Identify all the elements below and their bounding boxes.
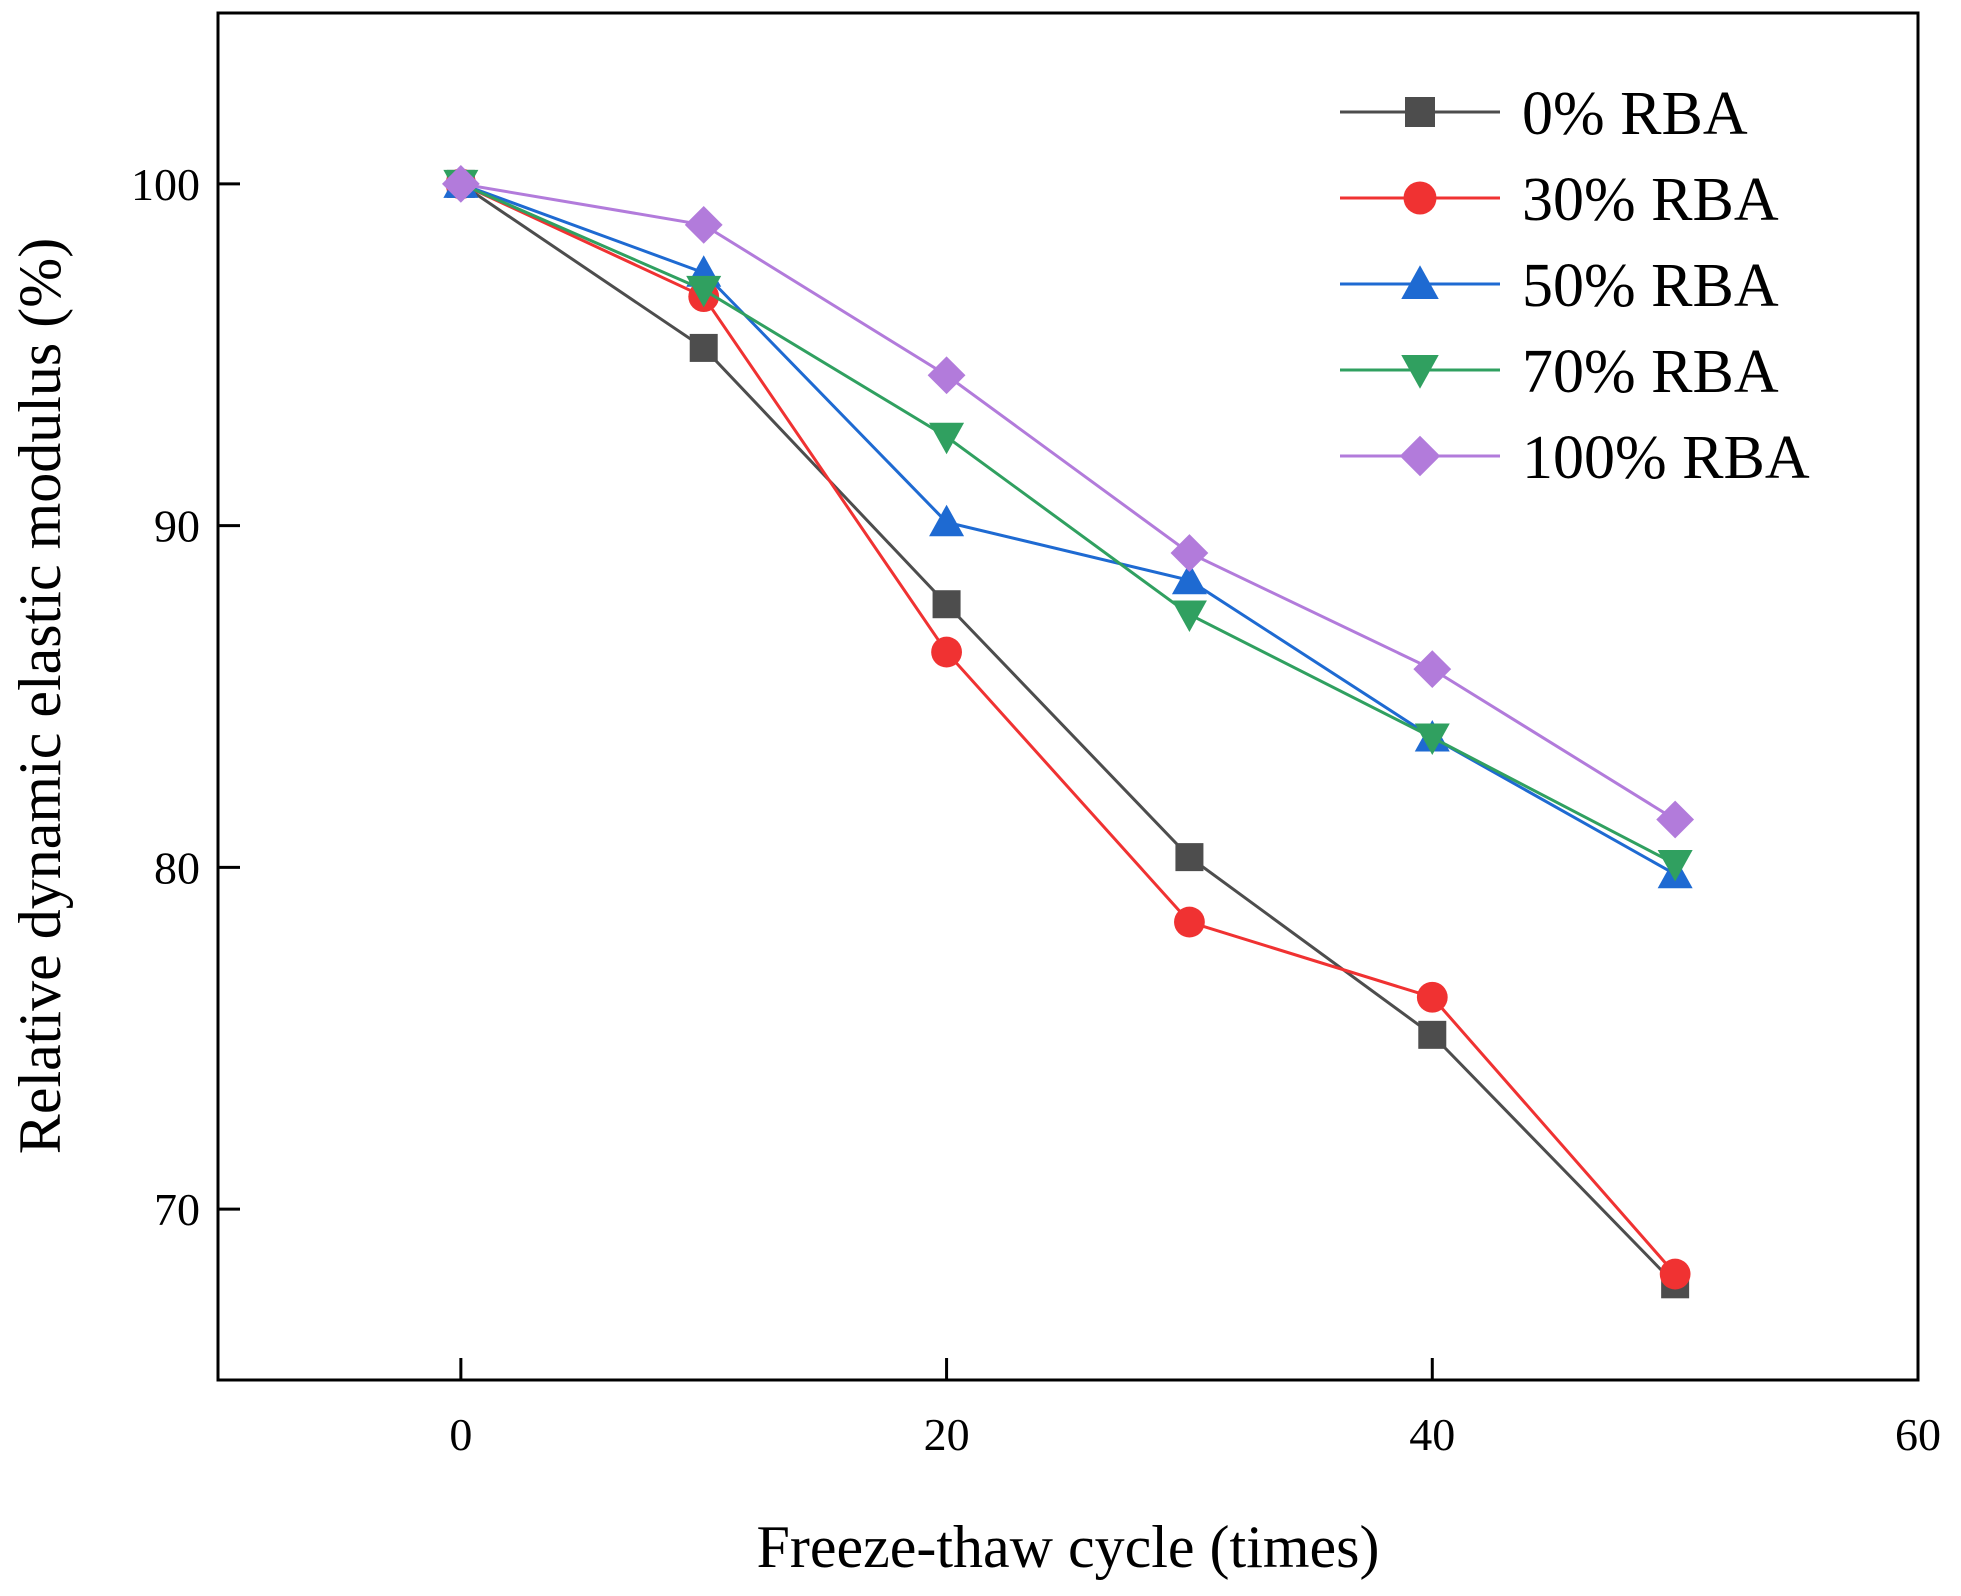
- x-axis-title: Freeze-thaw cycle (times): [757, 1514, 1380, 1580]
- legend-item-0: 0% RBA: [1340, 80, 1748, 148]
- data-point: [1414, 723, 1450, 756]
- y-axis-ticks: 70 80 90 100: [131, 159, 240, 1235]
- data-point: [1170, 534, 1209, 572]
- legend-item-4: 100% RBA: [1340, 424, 1810, 492]
- data-point: [1174, 906, 1205, 938]
- series-line: [460, 182, 1677, 1286]
- legend-label: 70% RBA: [1522, 338, 1779, 406]
- data-point: [931, 636, 962, 668]
- series-line: [460, 182, 1676, 821]
- x-tick-label: 20: [924, 1409, 970, 1460]
- data-point: [1657, 849, 1693, 882]
- series-4: [441, 164, 1695, 839]
- data-point: [1413, 650, 1452, 689]
- data-point: [1171, 600, 1207, 632]
- legend-marker: [1405, 97, 1435, 127]
- data-point: [689, 333, 718, 362]
- data-point: [1175, 843, 1204, 872]
- data-point: [1416, 981, 1448, 1013]
- legend-item-3: 70% RBA: [1340, 338, 1779, 406]
- data-point: [1418, 1020, 1447, 1049]
- data-point: [927, 356, 966, 395]
- series-line: [460, 182, 1676, 876]
- legend-marker: [1403, 181, 1437, 215]
- y-tick-label: 100: [131, 159, 200, 210]
- legend-marker: [1399, 435, 1441, 477]
- series-3: [443, 169, 1693, 882]
- data-point: [441, 164, 480, 203]
- series-line: [460, 182, 1677, 1276]
- data-point: [1656, 800, 1695, 839]
- x-axis-ticks: 0 20 40 60: [449, 1358, 1941, 1460]
- legend-item-1: 30% RBA: [1340, 166, 1779, 234]
- data-point: [1659, 1258, 1691, 1290]
- data-point: [929, 504, 965, 537]
- legend-label: 100% RBA: [1522, 424, 1810, 492]
- legend-label: 0% RBA: [1522, 80, 1748, 148]
- x-tick-label: 60: [1895, 1409, 1941, 1460]
- series-0: [446, 169, 1690, 1299]
- legend-marker: [1401, 265, 1439, 299]
- legend-item-2: 50% RBA: [1340, 252, 1779, 320]
- legend-label: 30% RBA: [1522, 166, 1779, 234]
- y-axis-title: Relative dynamic elastic modulus (%): [7, 238, 73, 1154]
- x-tick-label: 0: [449, 1409, 472, 1460]
- data-point: [684, 205, 723, 244]
- data-point: [932, 590, 961, 619]
- legend: 0% RBA 30% RBA 50% RBA 70% RBA 100% RBA: [1340, 80, 1810, 492]
- series-line: [460, 182, 1676, 866]
- data-point: [929, 422, 965, 455]
- y-tick-label: 90: [154, 501, 200, 552]
- y-tick-label: 80: [154, 842, 200, 893]
- series-layer: [441, 164, 1695, 1299]
- plot-frame: [216, 11, 1920, 1382]
- data-point: [1171, 562, 1207, 595]
- legend-label: 50% RBA: [1522, 252, 1779, 320]
- data-point: [686, 275, 722, 308]
- x-tick-label: 40: [1409, 1409, 1455, 1460]
- legend-marker: [1401, 355, 1439, 389]
- y-tick-label: 70: [154, 1184, 200, 1235]
